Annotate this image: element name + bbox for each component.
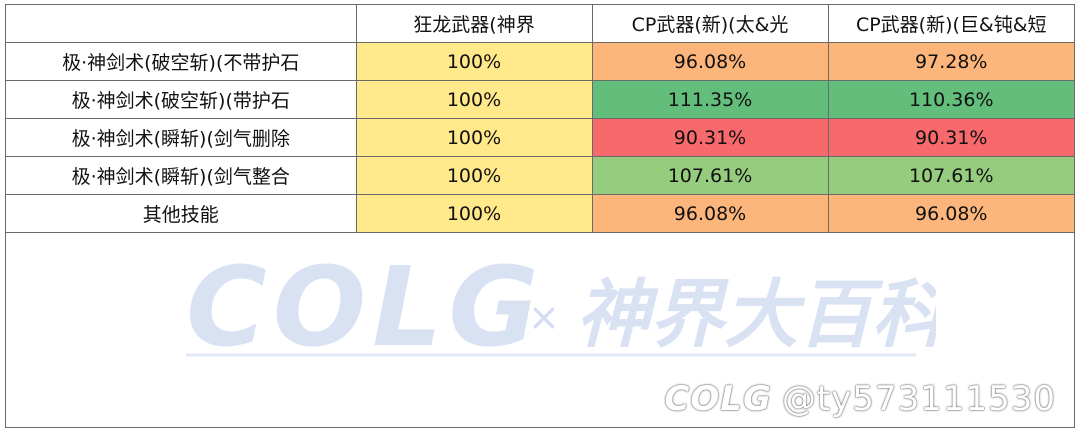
row-label: 其他技能 <box>6 194 357 233</box>
signature-logo: COLG <box>664 379 772 419</box>
watermark-signature: COLG @ty573111530 <box>664 379 1056 419</box>
value-cell: 107.61% <box>591 156 829 195</box>
table-row: 极·神剑术(瞬斩)(剑气删除 100% 90.31% 90.31% <box>6 118 1074 157</box>
value-cell: 100% <box>355 80 593 119</box>
watermark-cross: × <box>528 295 560 339</box>
value-cell: 107.61% <box>827 156 1074 195</box>
value-cell: 90.31% <box>827 118 1074 157</box>
table-row: 其他技能 100% 96.08% 96.08% <box>6 194 1074 233</box>
row-label: 极·神剑术(瞬斩)(剑气删除 <box>6 118 357 157</box>
table-row: 极·神剑术(破空斩)(带护石 100% 111.35% 110.36% <box>6 80 1074 119</box>
column-header: 狂龙武器(神界 <box>355 5 593 43</box>
value-cell: 96.08% <box>591 194 829 233</box>
value-cell: 90.31% <box>591 118 829 157</box>
value-cell: 97.28% <box>827 42 1074 81</box>
row-label: 极·神剑术(破空斩)(不带护石 <box>6 42 357 81</box>
row-label: 极·神剑术(瞬斩)(剑气整合 <box>6 156 357 195</box>
value-cell: 100% <box>355 156 593 195</box>
header-corner <box>6 5 357 43</box>
row-label: 极·神剑术(破空斩)(带护石 <box>6 80 357 119</box>
comparison-table: 狂龙武器(神界 CP武器(新)(太&光 CP武器(新)(巨&钝&短 极·神剑术(破空斩… <box>6 5 1074 233</box>
column-header: CP武器(新)(太&光 <box>591 5 829 43</box>
value-cell: 100% <box>355 118 593 157</box>
value-cell: 100% <box>355 42 593 81</box>
value-cell: 96.08% <box>827 194 1074 233</box>
value-cell: 100% <box>355 194 593 233</box>
value-cell: 96.08% <box>591 42 829 81</box>
sheet-frame: 狂龙武器(神界 CP武器(新)(太&光 CP武器(新)(巨&钝&短 极·神剑术(破空斩… <box>5 4 1075 428</box>
column-header: CP武器(新)(巨&钝&短 <box>827 5 1074 43</box>
watermark-subtitle: 神界大百科 <box>576 272 936 358</box>
table-row: 极·神剑术(破空斩)(不带护石 100% 96.08% 97.28% <box>6 42 1074 81</box>
table-row: 极·神剑术(瞬斩)(剑气整合 100% 107.61% 107.61% <box>6 156 1074 195</box>
colg-watermark: COLG × 神界大百科 <box>186 250 936 371</box>
header-row: 狂龙武器(神界 CP武器(新)(太&光 CP武器(新)(巨&钝&短 <box>6 5 1074 43</box>
value-cell: 111.35% <box>591 80 829 119</box>
value-cell: 110.36% <box>827 80 1074 119</box>
watermark-logo: COLG <box>186 250 545 371</box>
signature-user: @ty573111530 <box>781 379 1056 419</box>
